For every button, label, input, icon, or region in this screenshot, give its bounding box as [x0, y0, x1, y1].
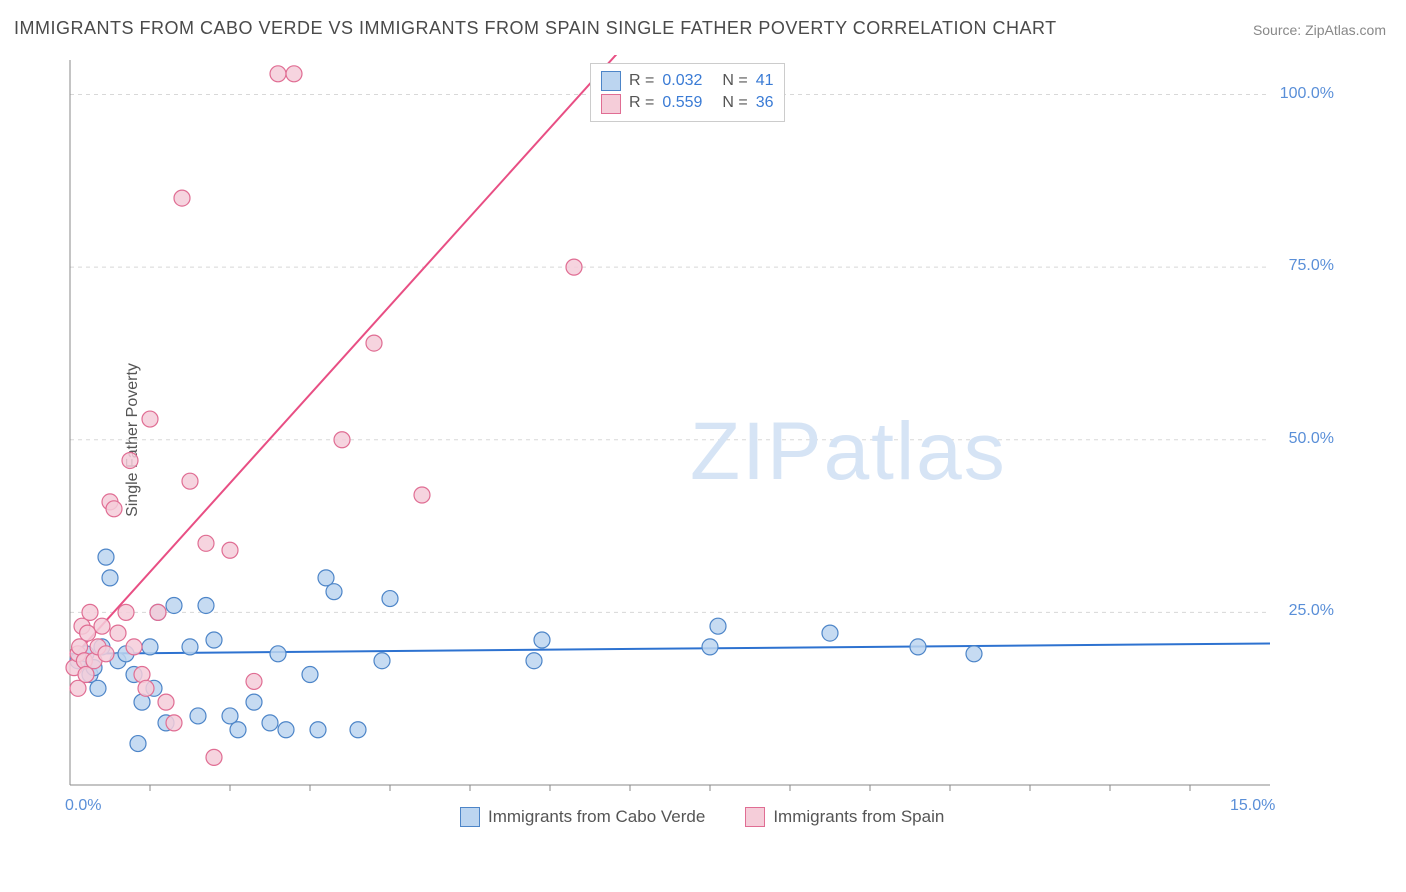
legend-label: Immigrants from Spain [773, 807, 944, 827]
legend-item: Immigrants from Spain [745, 807, 944, 827]
legend-label: Immigrants from Cabo Verde [488, 807, 705, 827]
legend-row: R = 0.559 N = 36 [601, 92, 774, 114]
source-label: Source: [1253, 22, 1305, 38]
x-tick-label: 0.0% [65, 797, 101, 815]
scatter-chart [50, 55, 1340, 825]
chart-area: Single Father Poverty ZIPatlas R =0.032N… [50, 55, 1340, 825]
legend-swatch [601, 94, 621, 114]
x-tick-label: 15.0% [1230, 797, 1275, 815]
n-label: N = [722, 92, 747, 114]
source-name: ZipAtlas.com [1305, 22, 1386, 38]
n-value: 36 [756, 92, 774, 114]
legend-swatch [745, 807, 765, 827]
y-tick-label: 50.0% [1289, 430, 1334, 448]
y-tick-label: 25.0% [1289, 602, 1334, 620]
r-value: 0.032 [662, 70, 702, 92]
series-legend: Immigrants from Cabo Verde Immigrants fro… [460, 807, 944, 827]
chart-title: IMMIGRANTS FROM CABO VERDE VS IMMIGRANTS… [14, 18, 1057, 39]
legend-swatch [460, 807, 480, 827]
legend-item: Immigrants from Cabo Verde [460, 807, 705, 827]
n-label: N = [722, 70, 747, 92]
r-label: R = [629, 92, 654, 114]
legend-swatch [601, 71, 621, 91]
r-value: 0.559 [662, 92, 702, 114]
legend-row: R = 0.032 N = 41 [601, 70, 774, 92]
y-tick-label: 75.0% [1289, 257, 1334, 275]
y-tick-label: 100.0% [1280, 85, 1334, 103]
n-value: 41 [756, 70, 774, 92]
correlation-legend: R = 0.032 N = 41 R = 0.559 N = 36 [590, 63, 785, 122]
r-label: R = [629, 70, 654, 92]
source-attribution: Source: ZipAtlas.com [1253, 22, 1386, 38]
